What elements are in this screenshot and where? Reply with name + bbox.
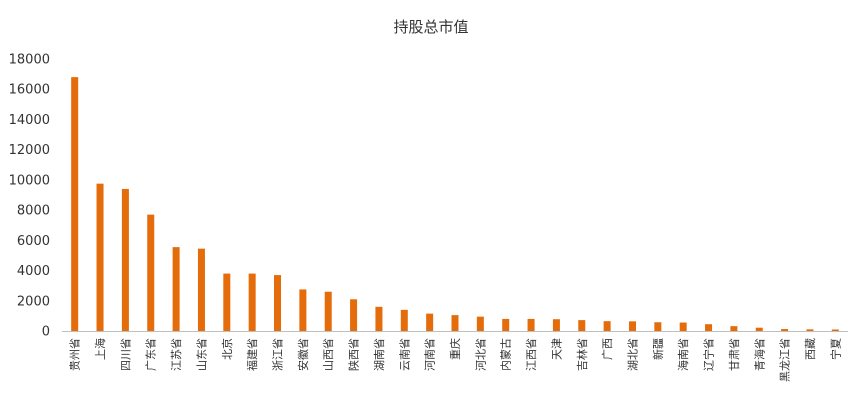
bar xyxy=(274,275,282,331)
x-tick-label: 陕西省 xyxy=(347,338,361,371)
bar xyxy=(400,309,408,331)
bar xyxy=(248,273,256,331)
y-axis-ticks: 0 2000 4000 6000 8000 10000 12000 14000 16000 180… xyxy=(9,53,50,340)
x-tick-label: 黑龙江省 xyxy=(779,338,792,382)
x-tick-label: 重庆 xyxy=(448,338,462,360)
bar xyxy=(831,329,839,331)
x-axis-labels: 贵州省 上海 四川省 广东省 江苏省 山东省 北京 福建省 浙江省 安徽省 山西省 陕西省 湖南省 云南省… xyxy=(69,338,843,382)
bar xyxy=(679,322,687,331)
bar xyxy=(451,315,459,331)
x-tick-label: 广东省 xyxy=(145,338,158,371)
x-tick-label: 西藏 xyxy=(804,338,817,360)
chart-title: 持股总市值 xyxy=(393,18,468,36)
bar xyxy=(730,326,738,331)
bar xyxy=(121,188,129,331)
bar xyxy=(299,289,307,331)
bar xyxy=(781,329,789,331)
x-tick-label: 北京 xyxy=(220,338,234,360)
x-tick-label: 吉林省 xyxy=(575,338,589,371)
x-tick-label: 河南省 xyxy=(424,338,437,371)
bar xyxy=(502,318,510,331)
bar xyxy=(96,183,104,331)
bar xyxy=(527,318,535,331)
y-tick-label: 8000 xyxy=(17,204,50,219)
y-tick-label: 0 xyxy=(42,325,50,340)
x-tick-label: 海南省 xyxy=(676,338,690,371)
bar xyxy=(755,327,763,331)
x-tick-label: 新疆 xyxy=(651,338,665,360)
x-tick-label: 安徽省 xyxy=(296,338,310,371)
bar xyxy=(705,324,713,331)
x-tick-label: 福建省 xyxy=(245,338,259,371)
x-tick-label: 内蒙古 xyxy=(499,338,513,371)
x-tick-label: 上海 xyxy=(93,338,107,360)
x-tick-label: 江西省 xyxy=(525,338,538,371)
bar xyxy=(578,320,586,331)
bar xyxy=(172,247,180,331)
x-tick-label: 广西 xyxy=(601,338,614,360)
bar xyxy=(426,313,434,331)
y-tick-label: 6000 xyxy=(17,234,50,249)
x-tick-label: 贵州省 xyxy=(69,338,82,371)
y-tick-label: 18000 xyxy=(9,53,50,68)
bar xyxy=(603,321,611,331)
x-tick-label: 辽宁省 xyxy=(702,338,716,371)
bars xyxy=(71,77,839,331)
x-tick-label: 宁夏 xyxy=(828,338,842,360)
bar xyxy=(375,306,383,331)
x-tick-label: 青海省 xyxy=(752,338,766,371)
bar xyxy=(552,319,560,331)
bar xyxy=(223,273,231,331)
y-tick-label: 14000 xyxy=(9,113,50,128)
x-tick-label: 四川省 xyxy=(119,338,132,371)
x-tick-label: 山西省 xyxy=(322,338,335,371)
x-tick-label: 湖南省 xyxy=(373,338,386,371)
x-tick-label: 甘肃省 xyxy=(728,338,741,371)
y-tick-label: 12000 xyxy=(9,143,50,158)
y-tick-label: 2000 xyxy=(17,294,50,309)
x-tick-label: 江苏省 xyxy=(170,338,183,371)
y-tick-label: 16000 xyxy=(9,83,50,98)
bar xyxy=(806,329,814,331)
x-tick-label: 浙江省 xyxy=(272,338,285,371)
x-tick-label: 湖北省 xyxy=(626,338,639,371)
x-tick-label: 河北省 xyxy=(474,338,487,371)
bar xyxy=(147,214,155,331)
bar xyxy=(350,299,358,331)
bar xyxy=(654,322,662,331)
x-tick-label: 云南省 xyxy=(398,338,411,371)
bar xyxy=(324,291,332,331)
bar xyxy=(476,316,484,331)
x-tick-label: 山东省 xyxy=(195,338,208,371)
bar xyxy=(71,77,79,331)
x-tick-label: 天津 xyxy=(550,338,563,360)
y-tick-label: 4000 xyxy=(17,264,50,279)
bar xyxy=(628,321,636,331)
y-tick-label: 10000 xyxy=(9,173,50,188)
bar xyxy=(197,248,205,331)
